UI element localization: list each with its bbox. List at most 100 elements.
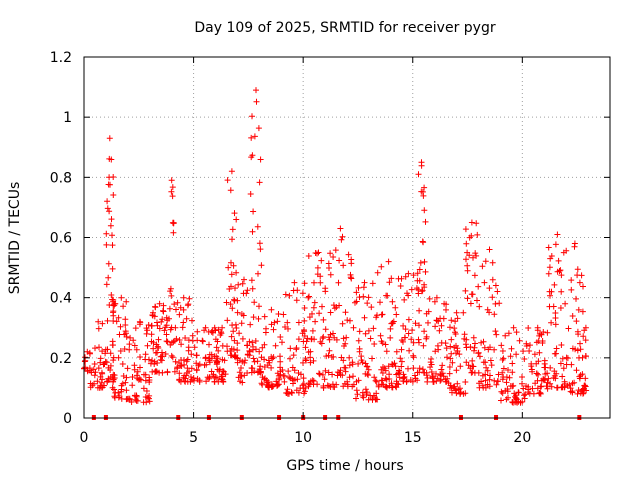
data-point: [475, 369, 482, 376]
data-point: [353, 289, 360, 296]
data-point: [580, 390, 586, 397]
y-tick-label: 1.2: [50, 50, 72, 66]
data-point: [241, 359, 248, 366]
data-point: [464, 267, 471, 274]
data-point: [257, 156, 264, 163]
data-point: [119, 361, 126, 367]
data-point: [400, 322, 407, 329]
data-point: [534, 324, 541, 331]
data-point: [228, 168, 235, 175]
data-point: [365, 366, 372, 373]
data-point: [456, 351, 463, 358]
data-point: [433, 317, 440, 324]
data-point: [148, 322, 155, 329]
data-point: [330, 302, 337, 309]
data-point: [189, 317, 195, 324]
data-point: [184, 356, 191, 363]
data-point: [571, 240, 578, 247]
data-point: [531, 351, 538, 358]
data-point: [199, 338, 206, 345]
data-point: [247, 191, 254, 197]
data-point: [439, 370, 446, 377]
data-point: [429, 373, 436, 379]
data-point: [420, 239, 427, 246]
data-point: [520, 348, 527, 355]
data-point: [472, 340, 478, 347]
data-point: [91, 372, 98, 379]
data-point: [229, 226, 236, 233]
data-point: [122, 316, 129, 323]
data-point: [519, 374, 525, 380]
data-point: [269, 383, 276, 390]
data-point: [360, 284, 367, 291]
data-point: [338, 236, 345, 243]
data-point: [364, 363, 371, 370]
data-point: [392, 363, 399, 370]
data-point: [410, 339, 417, 346]
data-point: [289, 390, 295, 396]
data-point: [463, 256, 469, 263]
data-point: [84, 367, 91, 374]
data-point: [322, 288, 329, 295]
data-point: [574, 266, 581, 273]
data-point: [557, 305, 564, 311]
data-point: [428, 369, 435, 375]
data-point: [251, 133, 258, 140]
data-point: [155, 345, 162, 351]
data-point: [228, 333, 235, 340]
data-point: [410, 354, 417, 361]
data-point: [533, 339, 540, 346]
data-point: [319, 303, 325, 310]
data-point: [406, 347, 413, 354]
data-point: [317, 273, 324, 280]
data-point: [314, 264, 321, 271]
data-point: [393, 311, 400, 318]
data-point: [466, 234, 473, 241]
data-point: [300, 381, 307, 387]
data-point: [396, 369, 403, 376]
data-point: [383, 383, 390, 390]
data-point: [355, 360, 362, 367]
data-point: [321, 376, 328, 383]
data-point: [281, 378, 288, 385]
data-point: [374, 269, 381, 276]
data-point: [467, 365, 474, 372]
data-point: [295, 389, 302, 396]
data-point: [106, 155, 113, 162]
data-point: [342, 309, 349, 316]
data-point: [266, 359, 273, 366]
data-point: [350, 324, 357, 331]
data-point: [163, 331, 170, 338]
data-point: [343, 334, 350, 341]
data-point: [227, 187, 234, 194]
data-point: [559, 355, 566, 362]
data-point: [277, 353, 283, 360]
data-point: [496, 300, 503, 307]
grid-layer: [84, 57, 610, 418]
data-point: [389, 319, 396, 326]
data-point: [251, 299, 258, 306]
data-point: [474, 297, 480, 304]
data-point: [558, 342, 565, 348]
data-point: [560, 365, 567, 372]
data-point: [416, 266, 423, 273]
data-point: [126, 346, 133, 353]
data-point: [546, 288, 553, 295]
data-point: [542, 371, 549, 377]
data-point: [216, 366, 223, 373]
data-point: [435, 346, 442, 353]
data-point: [443, 306, 449, 313]
data-point: [350, 373, 356, 380]
data-point: [194, 328, 201, 335]
data-point: [387, 334, 394, 341]
data-point: [217, 332, 224, 338]
data-point: [416, 307, 423, 314]
data-point: [162, 351, 169, 357]
data-point: [186, 295, 193, 302]
data-point: [576, 354, 582, 361]
data-point: [170, 219, 177, 226]
data-point: [268, 321, 275, 328]
data-point: [143, 399, 150, 406]
data-point: [454, 348, 461, 354]
data-point: [184, 302, 191, 309]
